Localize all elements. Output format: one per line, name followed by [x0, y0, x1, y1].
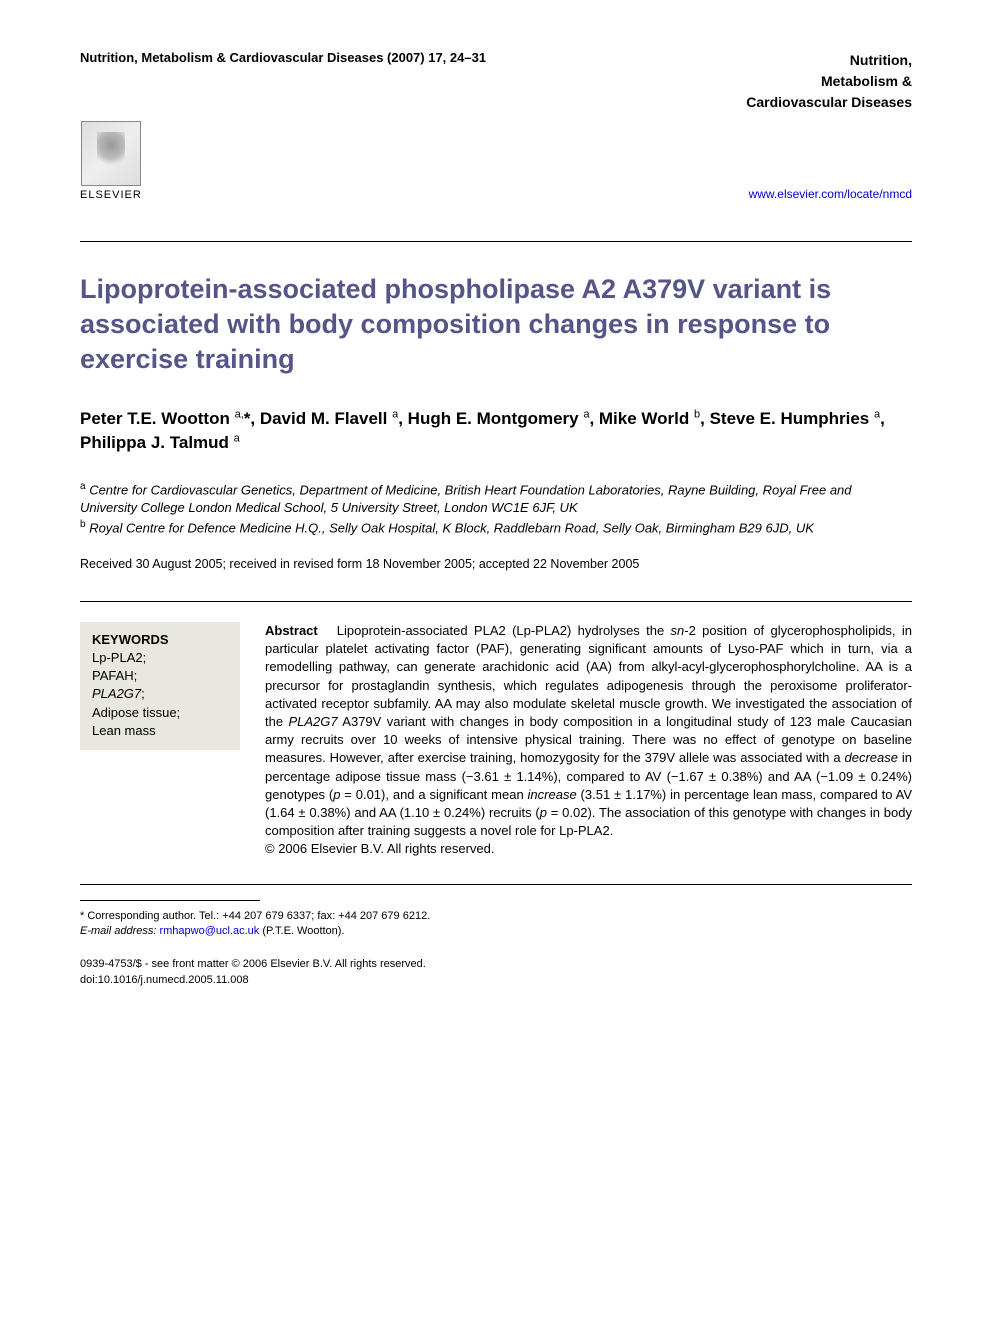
footer: 0939-4753/$ - see front matter © 2006 El… — [80, 957, 912, 988]
footnote-divider — [80, 900, 260, 901]
affiliation-b: b Royal Centre for Defence Medicine H.Q.… — [80, 518, 912, 538]
keyword-item: PAFAH; — [92, 667, 228, 685]
citation: Nutrition, Metabolism & Cardiovascular D… — [80, 50, 486, 65]
corresponding-text: * Corresponding author. Tel.: +44 207 67… — [80, 909, 912, 924]
email-suffix: (P.T.E. Wootton). — [262, 925, 344, 937]
journal-name-box: Nutrition, Metabolism & Cardiovascular D… — [746, 50, 912, 113]
article-dates: Received 30 August 2005; received in rev… — [80, 557, 912, 571]
content-divider-top — [80, 601, 912, 602]
abstract-text: Lipoprotein-associated PLA2 (Lp-PLA2) hy… — [265, 623, 912, 838]
affiliation-a: a Centre for Cardiovascular Genetics, De… — [80, 480, 912, 518]
email-address[interactable]: rmhapwo@ucl.ac.uk — [159, 925, 259, 937]
logo-row: ELSEVIER www.elsevier.com/locate/nmcd — [80, 121, 912, 201]
elsevier-logo: ELSEVIER — [80, 121, 142, 201]
journal-name-line: Cardiovascular Diseases — [746, 92, 912, 113]
header-row: Nutrition, Metabolism & Cardiovascular D… — [80, 50, 912, 113]
journal-name-line: Nutrition, — [746, 50, 912, 71]
keywords-box: KEYWORDS Lp-PLA2;PAFAH;PLA2G7;Adipose ti… — [80, 622, 240, 750]
abstract-label: Abstract — [265, 623, 318, 638]
footer-line1: 0939-4753/$ - see front matter © 2006 El… — [80, 957, 912, 972]
authors: Peter T.E. Wootton a,*, David M. Flavell… — [80, 407, 912, 455]
article-title: Lipoprotein-associated phospholipase A2 … — [80, 272, 912, 377]
content-row: KEYWORDS Lp-PLA2;PAFAH;PLA2G7;Adipose ti… — [80, 622, 912, 858]
content-divider-bottom — [80, 884, 912, 885]
keywords-title: KEYWORDS — [92, 632, 228, 647]
elsevier-tree-icon — [81, 121, 141, 186]
keyword-item: Lp-PLA2; — [92, 649, 228, 667]
corresponding-email-line: E-mail address: rmhapwo@ucl.ac.uk (P.T.E… — [80, 924, 912, 939]
keywords-list: Lp-PLA2;PAFAH;PLA2G7;Adipose tissue;Lean… — [92, 649, 228, 740]
header-divider — [80, 241, 912, 242]
abstract-copyright: © 2006 Elsevier B.V. All rights reserved… — [265, 841, 495, 856]
corresponding-author: * Corresponding author. Tel.: +44 207 67… — [80, 909, 912, 940]
journal-url[interactable]: www.elsevier.com/locate/nmcd — [749, 187, 912, 201]
publisher-name: ELSEVIER — [80, 189, 142, 201]
keyword-item: Adipose tissue; — [92, 704, 228, 722]
keyword-item: PLA2G7; — [92, 685, 228, 703]
email-label: E-mail address: — [80, 925, 156, 937]
keyword-item: Lean mass — [92, 722, 228, 740]
footer-line2: doi:10.1016/j.numecd.2005.11.008 — [80, 973, 912, 988]
affiliations: a Centre for Cardiovascular Genetics, De… — [80, 480, 912, 537]
journal-name-line: Metabolism & — [746, 71, 912, 92]
abstract: Abstract Lipoprotein-associated PLA2 (Lp… — [265, 622, 912, 858]
